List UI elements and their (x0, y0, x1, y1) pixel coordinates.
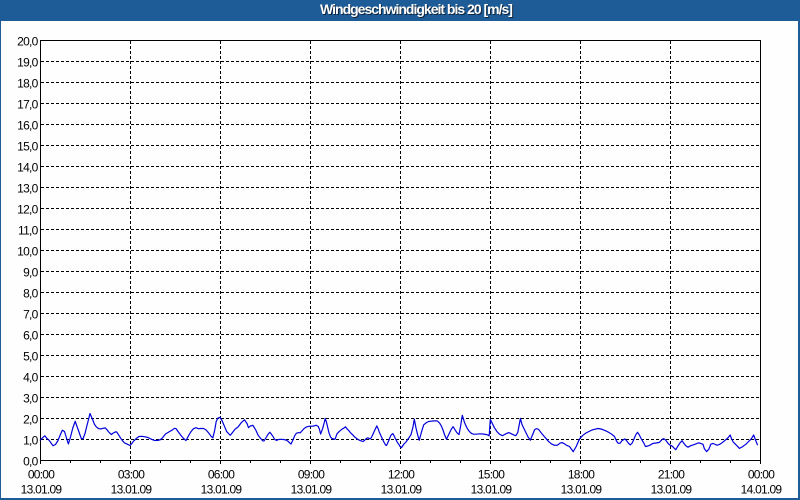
svg-text:13.01.09: 13.01.09 (651, 483, 693, 497)
svg-text:13.01.09: 13.01.09 (291, 483, 333, 497)
svg-text:14,0: 14,0 (17, 161, 38, 175)
svg-text:Windgeschwindigkeit bis 20 [m/: Windgeschwindigkeit bis 20 [m/s] (321, 2, 513, 18)
svg-text:13.01.09: 13.01.09 (21, 483, 63, 497)
svg-text:3,0: 3,0 (23, 392, 39, 406)
svg-text:11,0: 11,0 (18, 224, 39, 238)
svg-text:Windgeschwindigkeit bis 20 [m/: Windgeschwindigkeit bis 20 [m/s] (320, 1, 512, 17)
svg-text:15:00: 15:00 (478, 468, 505, 482)
svg-text:13.01.09: 13.01.09 (381, 483, 423, 497)
svg-text:19,0: 19,0 (17, 56, 38, 70)
svg-text:8,0: 8,0 (23, 287, 39, 301)
svg-text:16,0: 16,0 (17, 119, 38, 133)
svg-text:13,0: 13,0 (17, 182, 38, 196)
svg-text:7,0: 7,0 (23, 308, 39, 322)
svg-text:03:00: 03:00 (118, 468, 145, 482)
svg-text:13.01.09: 13.01.09 (561, 483, 603, 497)
svg-text:15,0: 15,0 (17, 140, 38, 154)
svg-text:0,0: 0,0 (23, 455, 39, 469)
svg-text:13.01.09: 13.01.09 (471, 483, 513, 497)
svg-text:13.01.09: 13.01.09 (201, 483, 243, 497)
svg-text:09:00: 09:00 (298, 468, 325, 482)
svg-text:20,0: 20,0 (17, 35, 38, 49)
svg-text:12:00: 12:00 (388, 468, 415, 482)
svg-text:10,0: 10,0 (17, 245, 38, 259)
svg-text:12,0: 12,0 (17, 203, 38, 217)
svg-text:00:00: 00:00 (748, 468, 775, 482)
svg-text:06:00: 06:00 (208, 468, 235, 482)
svg-text:00:00: 00:00 (28, 468, 55, 482)
svg-text:21:00: 21:00 (658, 468, 685, 482)
svg-text:14.01.09: 14.01.09 (741, 483, 783, 497)
svg-text:6,0: 6,0 (23, 329, 39, 343)
svg-text:9,0: 9,0 (23, 266, 39, 280)
svg-text:18,0: 18,0 (17, 77, 38, 91)
svg-text:13.01.09: 13.01.09 (111, 483, 153, 497)
svg-text:5,0: 5,0 (23, 350, 39, 364)
svg-text:18:00: 18:00 (568, 468, 595, 482)
svg-text:4,0: 4,0 (23, 371, 39, 385)
svg-text:17,0: 17,0 (17, 98, 38, 112)
svg-text:2,0: 2,0 (23, 413, 39, 427)
svg-text:1,0: 1,0 (23, 434, 39, 448)
